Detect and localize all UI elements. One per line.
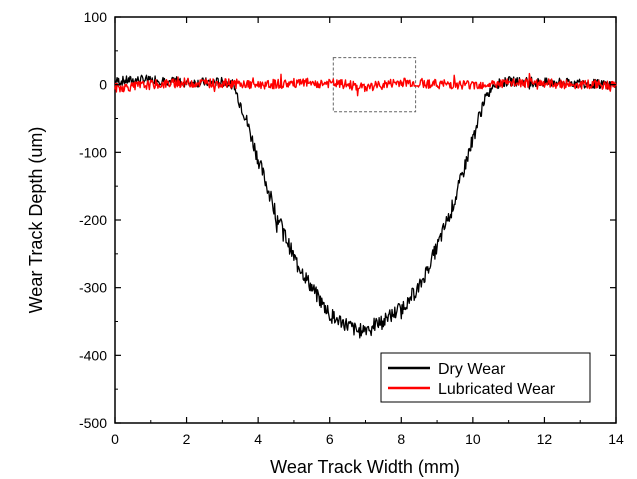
legend-label-dry-wear: Dry Wear bbox=[438, 361, 506, 378]
y-tick-label: 100 bbox=[84, 9, 108, 25]
series-line-lubricated-wear bbox=[114, 72, 617, 97]
y-tick-label: -100 bbox=[79, 144, 107, 160]
x-tick-label: 8 bbox=[397, 431, 405, 447]
x-tick-label: 12 bbox=[537, 431, 553, 447]
x-tick-label: 4 bbox=[254, 431, 262, 447]
y-tick-label: -200 bbox=[79, 212, 107, 228]
legend-box bbox=[380, 352, 591, 403]
series-line-dry-wear bbox=[114, 74, 617, 339]
y-tick-label: -500 bbox=[79, 415, 107, 431]
y-tick-label: -300 bbox=[79, 280, 107, 296]
x-tick-label: 6 bbox=[326, 431, 334, 447]
x-tick-label: 14 bbox=[608, 431, 624, 447]
legend: Dry Wear Lubricated Wear bbox=[380, 352, 591, 403]
y-axis-title: Wear Track Depth (um) bbox=[26, 127, 46, 314]
x-axis: 0 2 4 6 8 10 12 14 bbox=[111, 17, 624, 447]
y-tick-label: 0 bbox=[99, 77, 107, 93]
series-layer bbox=[114, 72, 617, 339]
y-axis: 100 0 -100 -200 -300 -400 -500 bbox=[79, 9, 616, 431]
x-axis-title: Wear Track Width (mm) bbox=[270, 457, 460, 477]
y-tick-label: -400 bbox=[79, 347, 107, 363]
x-tick-label: 10 bbox=[465, 431, 481, 447]
x-tick-label: 2 bbox=[183, 431, 191, 447]
x-tick-label: 0 bbox=[111, 431, 119, 447]
legend-label-lubricated-wear: Lubricated Wear bbox=[438, 381, 556, 398]
